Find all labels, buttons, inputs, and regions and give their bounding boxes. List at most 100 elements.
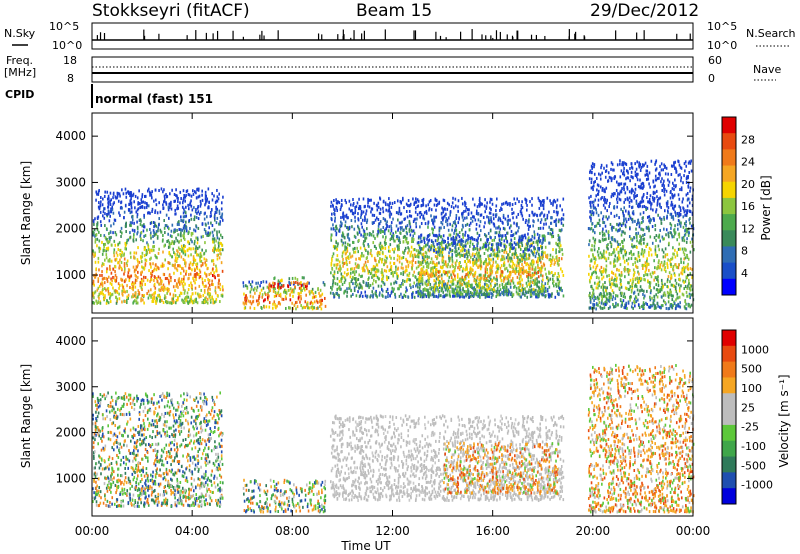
power-cell	[165, 213, 168, 217]
power-cell	[310, 305, 313, 309]
power-cell	[358, 257, 360, 261]
power-cell	[400, 200, 403, 204]
power-cell	[142, 298, 144, 302]
power-cell	[266, 296, 269, 300]
power-cell	[381, 271, 384, 275]
power-cell	[488, 261, 491, 265]
power-cell	[187, 240, 189, 244]
power-cell	[673, 300, 675, 304]
power-cell	[557, 259, 559, 263]
power-cell	[610, 245, 613, 249]
power-cell	[385, 260, 388, 264]
power-cell	[212, 248, 214, 252]
power-cell	[353, 286, 356, 290]
power-cell	[339, 208, 342, 212]
power-cell	[165, 201, 167, 205]
power-cell	[100, 223, 103, 227]
power-cell	[595, 194, 598, 198]
power-cell	[367, 250, 369, 254]
power-cell	[532, 240, 535, 244]
power-cell	[195, 207, 197, 211]
power-cell	[205, 258, 207, 262]
power-cell	[493, 223, 496, 227]
power-cell	[464, 240, 467, 244]
power-cell	[256, 285, 259, 289]
power-cell	[204, 211, 206, 215]
power-cell	[450, 280, 452, 284]
power-cell	[390, 264, 393, 268]
power-cell	[97, 294, 100, 298]
power-cell	[184, 211, 187, 215]
power-cell	[550, 233, 553, 237]
power-cell	[674, 178, 676, 182]
power-cell	[282, 284, 284, 288]
power-cell	[362, 265, 365, 269]
power-cell	[397, 228, 399, 232]
power-cell	[499, 217, 501, 221]
power-cell	[392, 234, 395, 238]
power-cell	[530, 249, 533, 253]
power-cell	[297, 292, 300, 296]
power-cell	[373, 220, 375, 224]
power-cell	[440, 226, 442, 230]
power-cell	[333, 199, 335, 203]
power-cell	[603, 256, 606, 260]
power-cell	[482, 274, 485, 278]
power-cell	[446, 284, 448, 288]
power-cell	[315, 299, 318, 303]
power-cell	[197, 226, 200, 230]
power-cell	[523, 234, 526, 238]
power-cell	[496, 264, 498, 268]
power-cell	[469, 221, 472, 225]
power-cell	[479, 283, 481, 287]
power-cell	[181, 282, 184, 286]
power-cell	[399, 212, 402, 216]
power-cell	[271, 285, 273, 289]
power-cell	[296, 281, 299, 285]
power-cell	[462, 232, 464, 236]
power-cell	[512, 281, 515, 285]
power-cell	[640, 227, 642, 231]
power-cell	[553, 220, 556, 224]
power-cell	[598, 247, 600, 251]
power-cell	[480, 293, 483, 297]
power-cell	[158, 293, 161, 297]
power-cell	[151, 190, 153, 194]
power-cell	[115, 196, 117, 200]
power-cell	[422, 271, 425, 275]
power-cell	[187, 232, 190, 236]
power-cell	[405, 279, 408, 283]
power-cell	[509, 218, 511, 222]
power-cell	[154, 188, 157, 192]
power-cell	[506, 277, 509, 281]
power-cell	[484, 198, 486, 202]
power-cell	[535, 295, 537, 299]
power-cell	[105, 227, 108, 231]
power-cell	[449, 285, 452, 289]
power-cell	[361, 225, 363, 229]
power-cell	[190, 204, 193, 208]
power-cell	[340, 287, 342, 291]
power-cell	[348, 225, 351, 229]
power-cell	[360, 210, 363, 214]
power-cell	[362, 197, 365, 201]
power-cell	[427, 220, 430, 224]
power-cell	[165, 202, 168, 206]
power-cell	[524, 257, 526, 261]
power-cell	[404, 249, 406, 253]
power-cell	[531, 211, 534, 215]
power-cell	[413, 231, 416, 235]
power-cell	[175, 259, 178, 263]
power-cell	[499, 276, 502, 280]
power-cell	[340, 205, 342, 209]
power-cell	[381, 279, 383, 283]
power-cell	[190, 295, 192, 299]
power-cell	[377, 228, 380, 232]
power-cell	[110, 271, 113, 275]
power-cell	[348, 286, 350, 290]
power-cell	[259, 291, 261, 295]
power-cell	[498, 289, 500, 293]
power-cell	[130, 193, 132, 197]
power-cell	[147, 247, 150, 251]
power-cell	[387, 209, 389, 213]
